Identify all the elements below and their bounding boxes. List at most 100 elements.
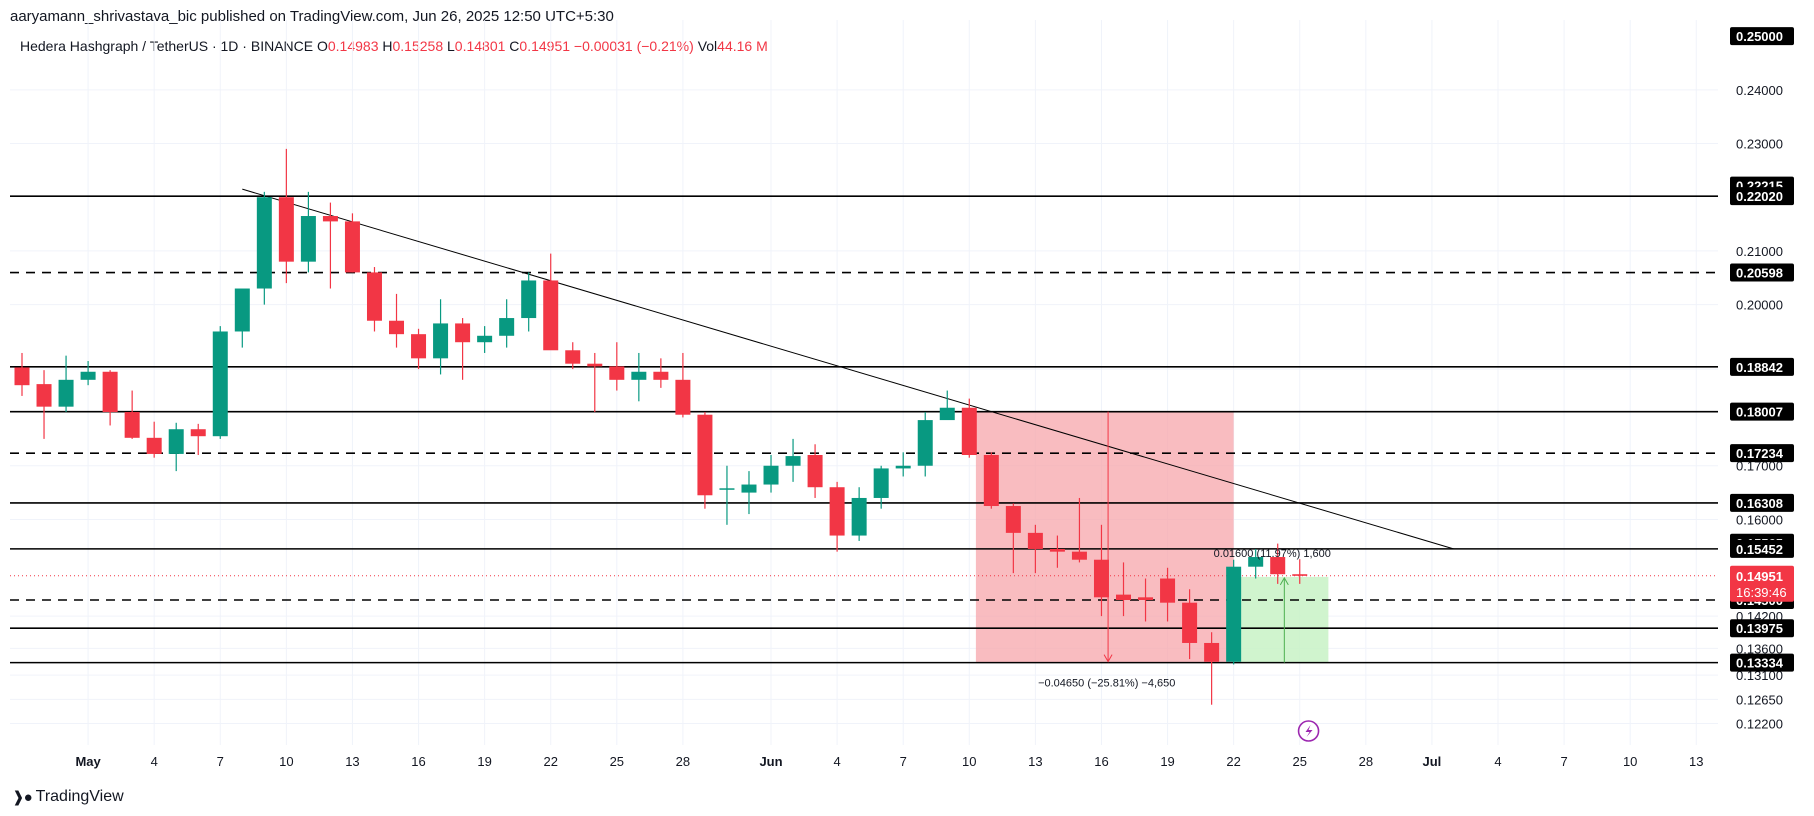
candle-body <box>1226 566 1242 662</box>
y-tick-label: 0.13600 <box>1736 641 1783 656</box>
level-price-label-box <box>1730 187 1794 206</box>
x-tick-label: 19 <box>1160 754 1174 769</box>
y-tick-label: 0.12200 <box>1736 717 1783 732</box>
x-tick-label: 16 <box>1094 754 1108 769</box>
candle-body <box>58 379 74 407</box>
candle-body <box>939 407 955 421</box>
y-tick-label: 0.12650 <box>1736 692 1783 707</box>
candle-body <box>322 216 338 222</box>
tradingview-logo-icon: ❱● <box>12 789 33 806</box>
level-price-label: 0.20598 <box>1736 266 1783 281</box>
candle-body <box>1182 602 1198 643</box>
x-tick-label: 7 <box>900 754 907 769</box>
y-tick-label: 0.13100 <box>1736 668 1783 683</box>
candle-body <box>1027 532 1043 549</box>
candle-body <box>983 455 999 507</box>
y-axis-top-label: 0.25000 <box>1736 29 1783 44</box>
candle-body <box>80 371 96 380</box>
open-value: 0.14983 <box>327 38 379 54</box>
x-tick-label: 19 <box>477 754 491 769</box>
candle-body <box>124 412 140 438</box>
volume-value: 44.16 M <box>717 38 768 54</box>
x-tick-label: 4 <box>833 754 840 769</box>
bar-countdown-label: 16:39:46 <box>1736 585 1787 600</box>
x-tick-label: 28 <box>676 754 690 769</box>
change-value: −0.00031 (−0.21%) <box>573 38 694 54</box>
brand-footer[interactable]: ❱● TradingView <box>12 788 124 806</box>
level-price-label: 0.17234 <box>1736 446 1784 461</box>
close-label: C <box>509 38 520 54</box>
candle-body <box>168 429 184 454</box>
level-price-label: 0.18842 <box>1736 360 1783 375</box>
candle-body <box>1248 557 1264 567</box>
x-tick-label: 7 <box>1560 754 1567 769</box>
x-tick-label: 25 <box>610 754 624 769</box>
candle-body <box>1270 557 1286 575</box>
x-tick-label: 7 <box>217 754 224 769</box>
y-tick-label: 0.16000 <box>1736 512 1783 527</box>
candle-body <box>411 334 427 359</box>
x-tick-label: May <box>75 754 101 769</box>
candle-body <box>609 366 625 380</box>
candle-body <box>895 465 911 469</box>
ohlc-legend: Hedera Hashgraph / TetherUS · 1D · BINAN… <box>20 38 768 54</box>
candle-body <box>763 465 779 485</box>
candle-body <box>14 367 30 386</box>
price-chart[interactable]: −0.04650 (−25.81%) −4,650 0.01600 (11.97%… <box>0 0 1814 780</box>
x-tick-label: 13 <box>1028 754 1042 769</box>
candle-body <box>587 363 603 367</box>
candle-body <box>146 437 162 454</box>
level-price-label-box <box>1730 539 1794 558</box>
candle-body <box>344 221 360 273</box>
candle-body <box>433 323 449 359</box>
volume-label: Vol <box>697 38 718 54</box>
level-price-label: 0.13334 <box>1736 656 1784 671</box>
symbol-title[interactable]: Hedera Hashgraph / TetherUS · 1D · BINAN… <box>20 38 314 54</box>
long-measure-arrowhead <box>1279 576 1289 586</box>
long-measure-zone[interactable] <box>1233 576 1329 663</box>
candle-body <box>873 468 889 498</box>
brand-name: TradingView <box>35 788 124 805</box>
candle-body <box>785 456 801 466</box>
x-tick-label: 22 <box>1226 754 1240 769</box>
x-tick-label: 4 <box>1494 754 1501 769</box>
low-label: L <box>447 38 455 54</box>
candle-body <box>234 288 250 332</box>
candle-body <box>455 323 471 343</box>
candle-body <box>300 216 316 262</box>
candle-body <box>1292 574 1308 576</box>
candle-body <box>697 414 713 496</box>
x-tick-label: 13 <box>1689 754 1703 769</box>
y-tick-label: 0.17000 <box>1736 459 1783 474</box>
y-tick-label: 0.23000 <box>1736 137 1783 152</box>
x-tick-label: 22 <box>543 754 557 769</box>
current-price-label: 0.14951 <box>1736 569 1783 584</box>
trendline[interactable] <box>242 188 1455 550</box>
high-value: 0.15258 <box>392 38 444 54</box>
level-price-label-box <box>1730 263 1794 282</box>
candle-body <box>719 488 735 490</box>
level-price-label-box <box>1730 619 1794 638</box>
publisher-caption: aaryamann_shrivastava_bic published on T… <box>10 8 614 25</box>
x-tick-label: Jul <box>1423 754 1442 769</box>
level-price-label-box <box>1730 653 1794 672</box>
x-tick-label: Jun <box>759 754 782 769</box>
candle-body <box>190 429 206 437</box>
low-value: 0.14801 <box>454 38 506 54</box>
candle-body <box>565 350 581 364</box>
candle-body <box>1093 559 1109 598</box>
x-tick-label: 28 <box>1359 754 1373 769</box>
x-tick-label: 4 <box>151 754 158 769</box>
candle-body <box>256 197 272 289</box>
level-price-label: 0.16308 <box>1736 496 1783 511</box>
x-tick-label: 10 <box>279 754 293 769</box>
candle-body <box>1005 506 1021 533</box>
level-price-label-box <box>1730 493 1794 512</box>
candle-body <box>1138 597 1154 600</box>
candle-body <box>521 280 537 319</box>
current-price-box <box>1730 565 1794 602</box>
y-axis-top-label-box <box>1730 27 1794 46</box>
level-price-label: 0.22020 <box>1736 189 1783 204</box>
candle-body <box>543 280 559 351</box>
candle-body <box>917 420 933 466</box>
